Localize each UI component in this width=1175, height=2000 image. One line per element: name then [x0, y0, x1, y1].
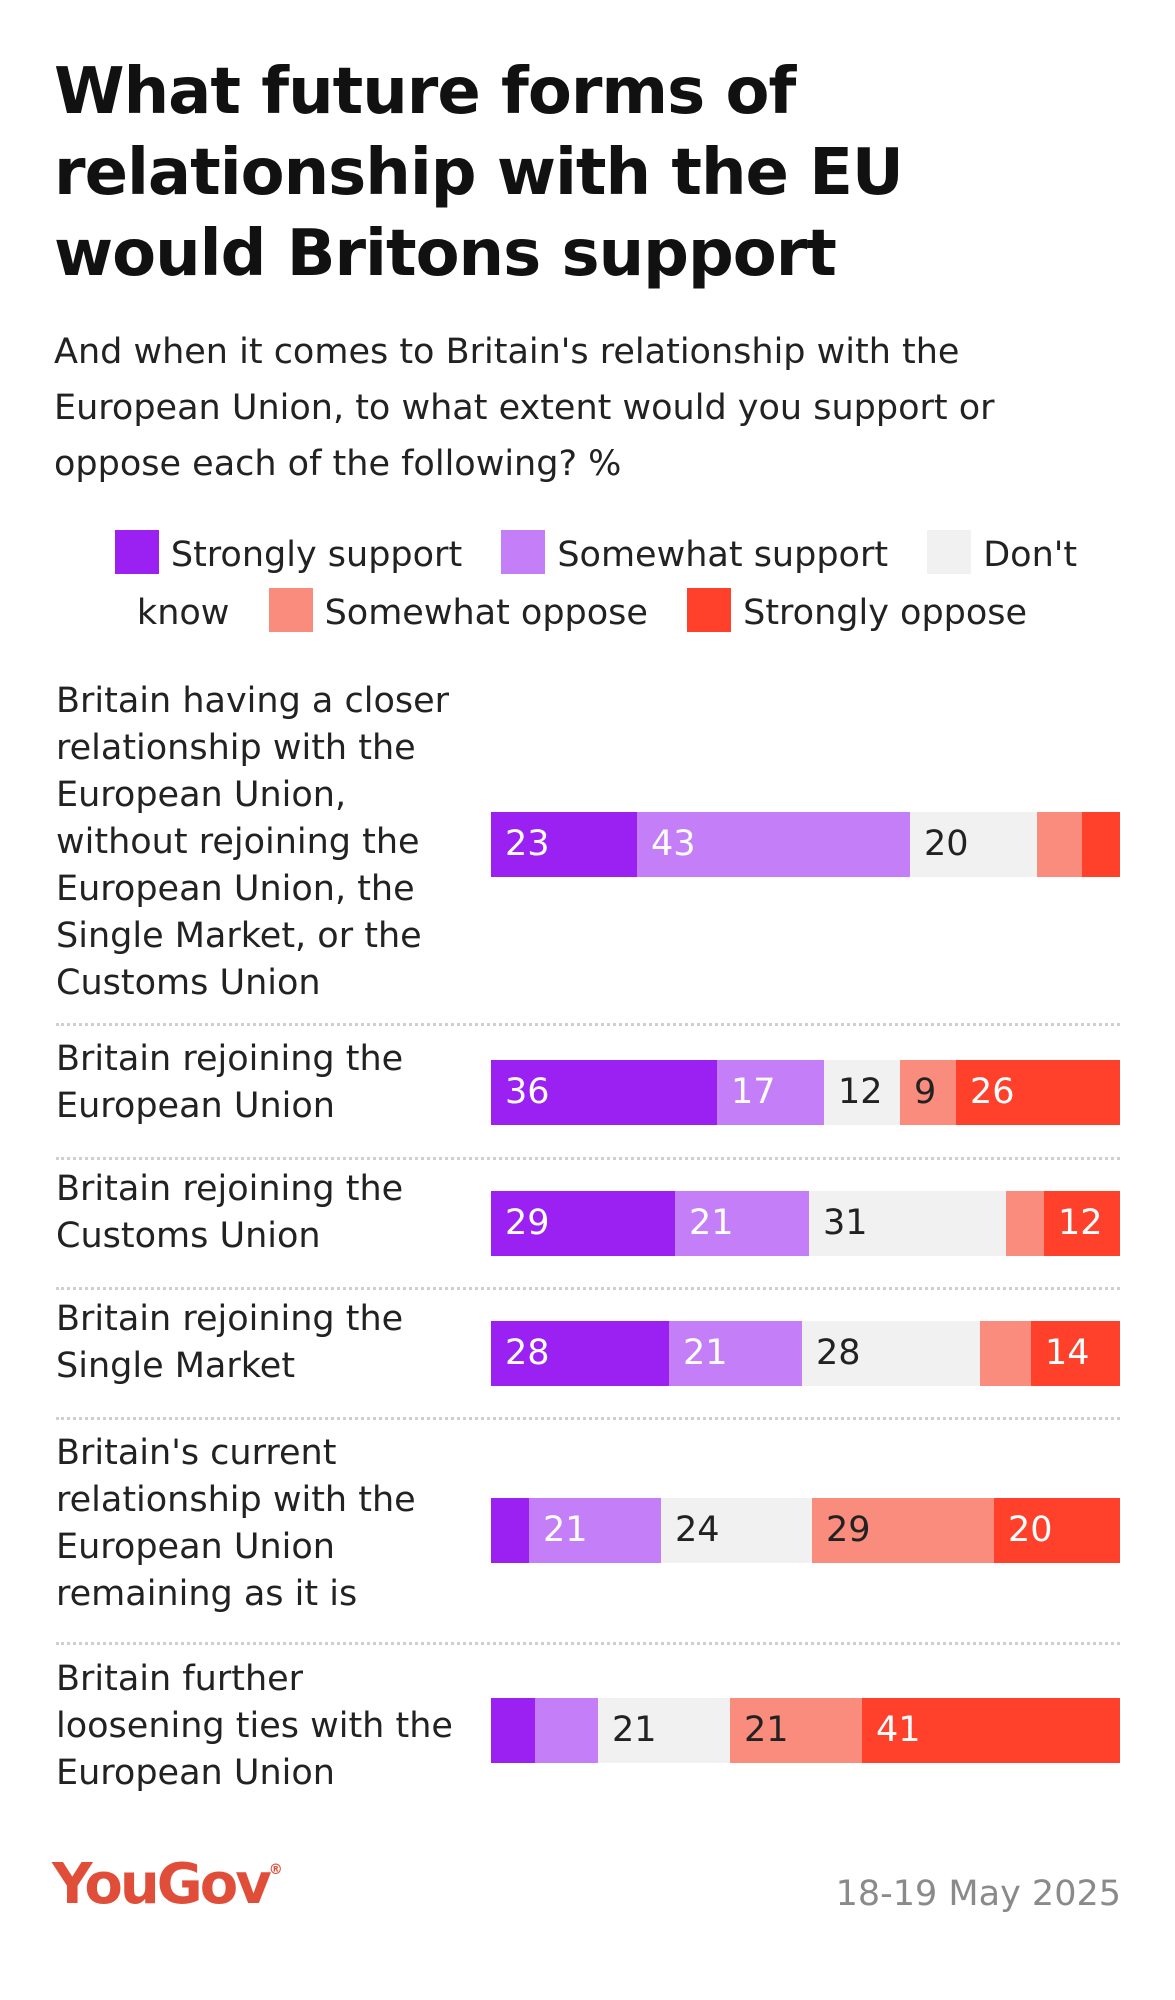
bar-segment [980, 1321, 1031, 1386]
bar-segment: 20 [994, 1498, 1120, 1563]
stacked-bar: 29 21 31 12 [491, 1191, 1120, 1256]
bar-segment: 17 [717, 1060, 824, 1125]
legend-item-strongly-oppose: Strongly oppose [687, 588, 1028, 633]
row-separator [56, 1157, 1120, 1160]
row-label: Britain rejoining the European Union [56, 1039, 404, 1126]
row-label: Britain rejoining the Customs Union [56, 1169, 404, 1256]
stacked-bar: 21 21 41 [491, 1698, 1120, 1763]
bar-segment: 29 [491, 1191, 675, 1256]
bar-segment: 9 [900, 1060, 956, 1125]
bar-segment [535, 1698, 598, 1763]
bar-segment: 31 [809, 1191, 1006, 1256]
bar-segment: 21 [598, 1698, 730, 1763]
legend-label: Strongly support [170, 535, 463, 575]
stacked-bar: 36 17 12 9 26 [491, 1060, 1120, 1125]
bar-segment: 41 [862, 1698, 1120, 1763]
registered-mark: ® [268, 1862, 283, 1878]
row-separator [56, 1287, 1120, 1290]
bar-segment: 28 [802, 1321, 980, 1386]
bar-segment [491, 1498, 529, 1563]
bar-segment: 24 [661, 1498, 812, 1563]
legend-swatch [927, 530, 972, 574]
bar-segment [491, 1698, 535, 1763]
legend-swatch [687, 588, 732, 632]
bar-segment: 23 [491, 812, 637, 877]
stacked-bar: 28 21 28 14 [491, 1321, 1120, 1386]
bar-segment: 14 [1031, 1321, 1120, 1386]
legend-label: Somewhat support [557, 535, 889, 575]
bar-segment: 20 [910, 812, 1037, 877]
chart-title: What future forms of relationship with t… [54, 55, 904, 291]
legend: Strongly support Somewhat support Don't … [54, 526, 1124, 642]
bar-segment: 21 [675, 1191, 809, 1256]
bar-segment: 26 [956, 1060, 1120, 1125]
survey-date: 18-19 May 2025 [835, 1874, 1121, 1914]
row-separator [56, 1642, 1120, 1645]
bar-segment: 29 [812, 1498, 994, 1563]
legend-item-strongly-support: Strongly support [114, 530, 463, 575]
bar-segment [1037, 812, 1082, 877]
bar-segment: 43 [637, 812, 910, 877]
stacked-bar: 23 43 20 [491, 812, 1120, 877]
bar-segment: 21 [529, 1498, 661, 1563]
bar-segment [1082, 812, 1120, 877]
logo-text: YouGov [52, 1852, 272, 1917]
row-separator [56, 1417, 1120, 1420]
legend-swatch [114, 530, 159, 574]
legend-swatch [268, 588, 313, 632]
chart-subtitle: And when it comes to Britain's relations… [54, 332, 995, 484]
stacked-bar: 21 24 29 20 [491, 1498, 1120, 1563]
legend-label: Strongly oppose [743, 593, 1028, 633]
row-separator [56, 1023, 1120, 1026]
legend-item-dont-know: Don't know [136, 530, 1078, 633]
legend-swatch [501, 530, 546, 574]
legend-label: Somewhat oppose [324, 593, 648, 633]
bar-segment: 12 [1044, 1191, 1120, 1256]
bar-segment [1006, 1191, 1044, 1256]
row-label: Britain further loosening ties with the … [56, 1659, 453, 1793]
legend-item-somewhat-oppose: Somewhat oppose [268, 588, 648, 633]
bar-segment: 12 [824, 1060, 900, 1125]
row-label: Britain rejoining the Single Market [56, 1299, 404, 1386]
yougov-logo: YouGov® [52, 1852, 283, 1917]
row-label: Britain's current relationship with the … [56, 1433, 416, 1614]
row-label: Britain having a closer relationship wit… [56, 681, 450, 1003]
bar-segment: 28 [491, 1321, 669, 1386]
legend-label: Don't know [136, 535, 1078, 633]
bar-segment: 36 [491, 1060, 717, 1125]
legend-item-somewhat-support: Somewhat support [501, 530, 889, 575]
bar-segment: 21 [669, 1321, 802, 1386]
bar-segment: 21 [730, 1698, 862, 1763]
